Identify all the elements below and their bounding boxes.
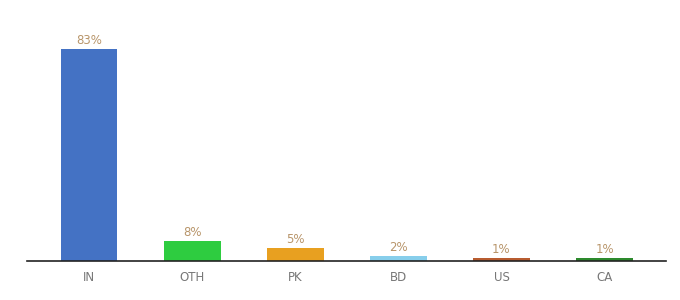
Text: 5%: 5% [286,233,305,246]
Text: 2%: 2% [389,241,408,254]
Text: 8%: 8% [183,226,201,238]
Text: 1%: 1% [595,243,614,256]
Bar [473,259,530,261]
Text: 83%: 83% [76,34,102,47]
Text: 1%: 1% [492,243,511,256]
Bar [267,248,324,261]
Bar [61,50,118,261]
Bar [576,259,633,261]
Bar [370,256,427,261]
Bar [164,241,220,261]
